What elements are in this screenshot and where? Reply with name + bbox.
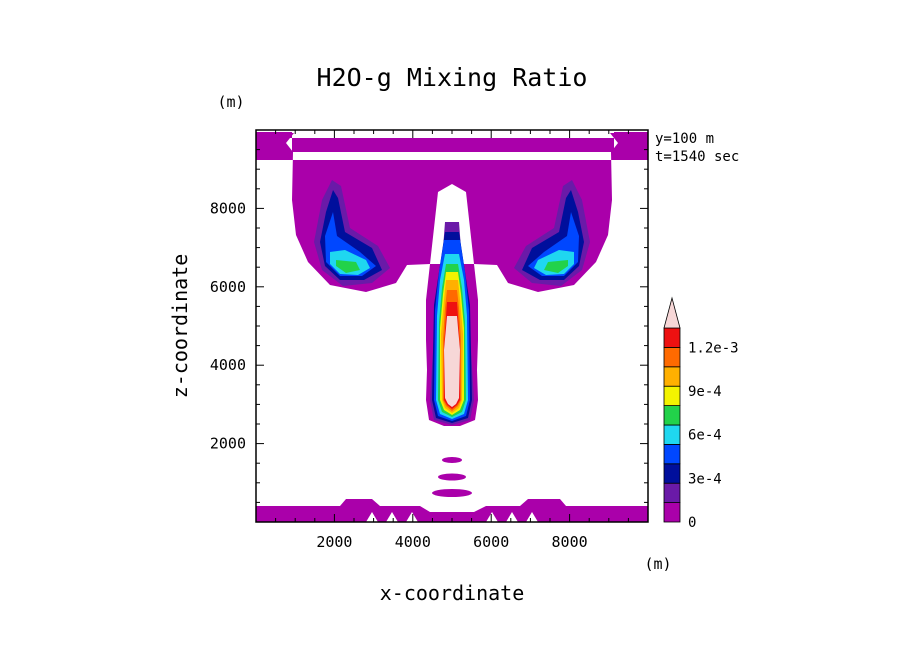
surface-gaps: [366, 512, 538, 522]
colorbar-label: 0: [688, 515, 696, 531]
chart-title: H2O-g Mixing Ratio: [317, 63, 588, 92]
x-tick-label: 6000: [473, 533, 509, 551]
colorbar-label: 6e-4: [688, 428, 722, 444]
colorbar-swatch: [663, 385, 681, 407]
lower-cell-1: [442, 457, 462, 463]
right-edge-band-lower: [614, 151, 648, 156]
colorbar-swatch: [663, 463, 681, 484]
colorbar-swatch: [663, 502, 681, 523]
colorbar-swatch: [663, 424, 681, 445]
surface-layer-contour: [256, 499, 648, 522]
left-edge-band-lower: [256, 151, 292, 156]
x-tick-label: 4000: [395, 533, 431, 551]
colorbar-swatch: [663, 346, 681, 368]
colorbar-label: 1.2e-3: [688, 340, 739, 356]
colorbar-arrow: [663, 296, 681, 329]
colorbar-swatch: [663, 327, 681, 348]
contour-field: [256, 130, 648, 522]
colorbar-swatch: [663, 366, 681, 387]
x-unit-label: (m): [644, 555, 671, 573]
anvil-left-band-5: [336, 260, 360, 273]
lower-cell-2: [438, 473, 466, 481]
y-axis-label: z-coordinate: [168, 254, 192, 399]
surface-gap-2: [386, 512, 398, 522]
y-tick-label: 8000: [210, 199, 246, 217]
lower-cell-3: [432, 489, 472, 497]
left-edge-band: [256, 132, 292, 138]
surface-gap-1: [366, 512, 378, 522]
axis-ticks: 2000 4000 6000 8000 2000 4000 6000 8000: [210, 130, 648, 551]
surface-gap-4: [486, 512, 498, 522]
upper-layer-gap-fill: [292, 138, 614, 152]
surface-gap-6: [526, 512, 538, 522]
colorbar-label: 9e-4: [688, 384, 722, 400]
y-tick-label: 2000: [210, 435, 246, 453]
colorbar-swatch: [663, 405, 681, 426]
plume-core: [444, 316, 460, 407]
colorbar-swatch: [663, 443, 681, 465]
x-tick-label: 8000: [552, 533, 588, 551]
colorbar-label: 3e-4: [688, 471, 722, 487]
x-tick-label: 2000: [316, 533, 352, 551]
surface-gap-3: [406, 512, 418, 522]
x-axis-label: x-coordinate: [380, 581, 525, 605]
annotation-position: y=100 m: [655, 131, 714, 147]
colorbar: 0 3e-4 6e-4 9e-4 1.2e-3: [663, 296, 739, 531]
colorbar-swatch: [663, 482, 681, 504]
annotation-time: t=1540 sec: [655, 149, 739, 165]
y-tick-label: 6000: [210, 278, 246, 296]
surface-gap-5: [506, 512, 518, 522]
anvil-right-band-5: [544, 260, 568, 273]
right-edge-band: [614, 132, 648, 138]
y-unit-label: (m): [217, 93, 244, 111]
y-tick-label: 4000: [210, 356, 246, 374]
